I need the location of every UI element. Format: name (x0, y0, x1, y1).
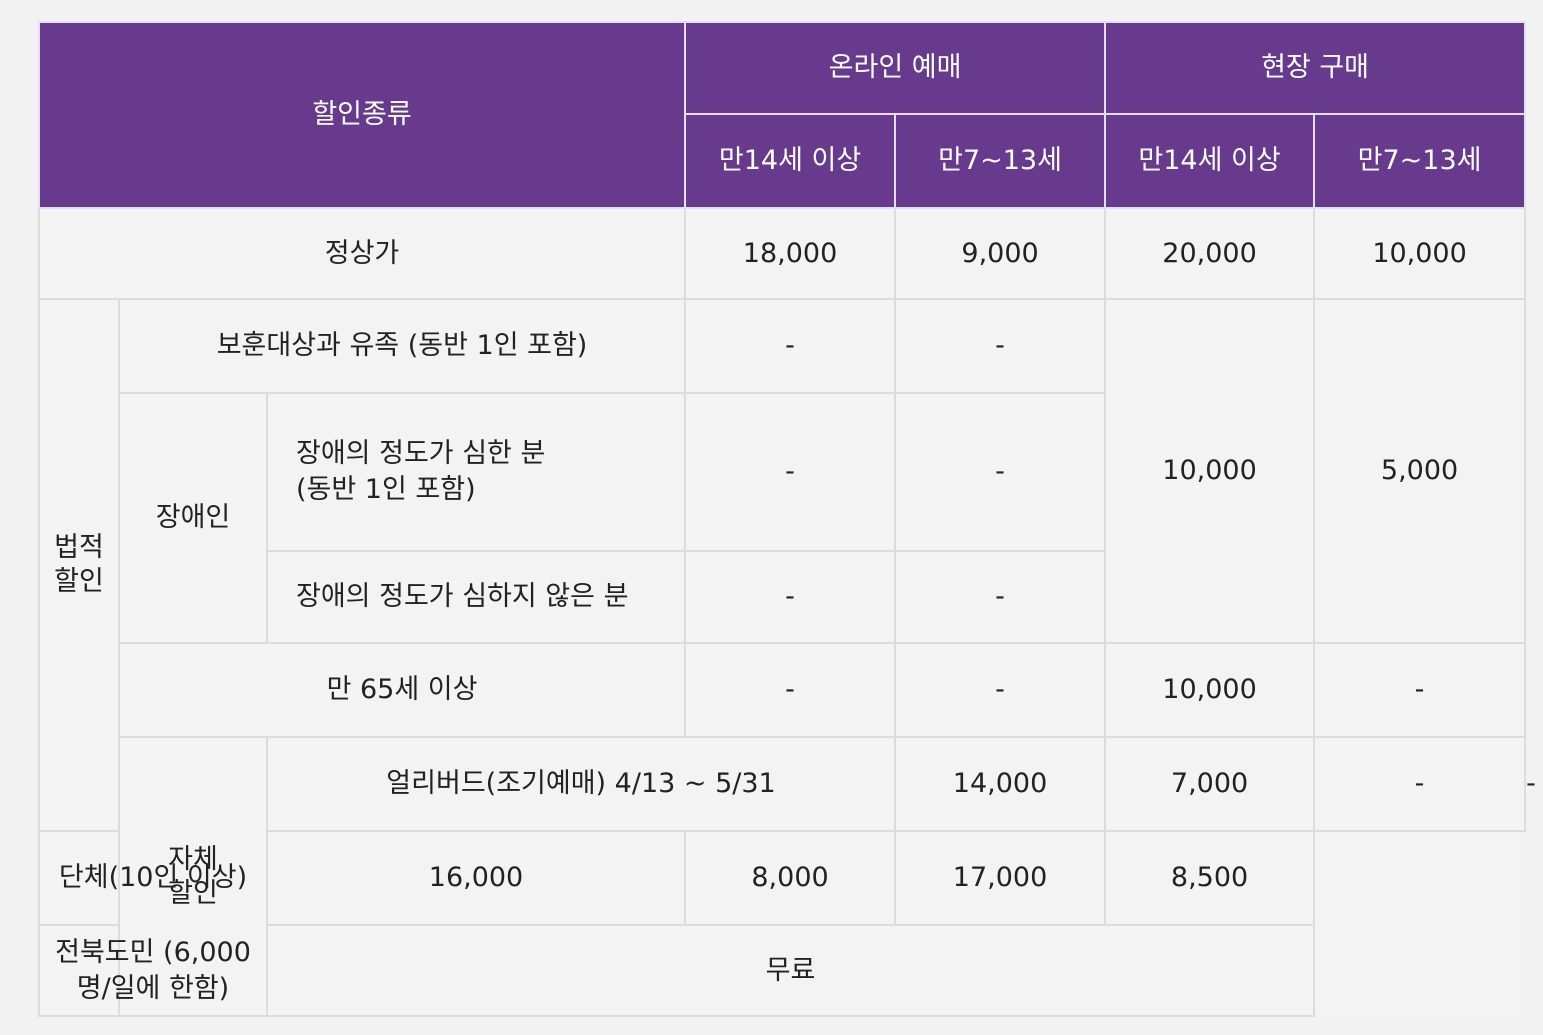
senior-label: 만 65세 이상 (117, 642, 687, 738)
severe-online-7: - (894, 392, 1107, 552)
mild-label: 장애의 정도가 심하지 않은 분 (265, 550, 687, 644)
legal-group-line1: 법적 (54, 532, 104, 563)
legal-group-line2: 할인 (54, 566, 104, 597)
veterans-label: 보훈대상과 유족 (동반 1인 포함) (117, 298, 687, 394)
severe-online-14: - (684, 392, 897, 552)
severe-label: 장애의 정도가 심한 분 (동반 1인 포함) (265, 392, 687, 552)
veterans-online-7: - (894, 298, 1107, 394)
header-online: 온라인 예매 (684, 21, 1107, 115)
regular-label: 정상가 (37, 207, 687, 300)
disabled-group-label: 장애인 (118, 392, 268, 644)
table-row-severe: 장애인 장애의 정도가 심한 분 (동반 1인 포함) - - (39, 392, 1525, 644)
table-row-regular: 정상가 18,000 9,000 20,000 10,000 (37, 207, 1527, 300)
header-row-1: 할인종류 온라인 예매 현장 구매 (37, 21, 1527, 209)
group-label: 단체(10인 이상) (38, 830, 268, 926)
early-bird-onsite-14: - (1313, 736, 1527, 832)
table-row-senior: 만 65세 이상 - - 10,000 - (39, 642, 1527, 738)
early-bird-label: 얼리버드(조기예매) 4/13 ~ 5/31 (265, 736, 897, 832)
group-online-14: 16,000 (265, 830, 687, 926)
table-row-mild: 장애의 정도가 심하지 않은 분 - - (39, 550, 1525, 644)
mild-online-7: - (894, 550, 1107, 644)
regular-online-14: 18,000 (684, 207, 897, 300)
header-discount-type: 할인종류 (37, 21, 687, 209)
regular-onsite-14: 20,000 (1104, 207, 1316, 300)
legal-onsite-14: 10,000 (1104, 298, 1316, 644)
header-onsite-age-14: 만14세 이상 (1104, 113, 1316, 209)
group-onsite-14: 17,000 (894, 830, 1107, 926)
legal-onsite-7: 5,000 (1313, 298, 1527, 644)
header-online-age-14: 만14세 이상 (684, 113, 897, 209)
table-row-veterans: 법적 할인 보훈대상과 유족 (동반 1인 포함) - - 10,000 5,0… (38, 298, 1527, 832)
header-onsite-age-7: 만7~13세 (1313, 113, 1527, 209)
jeonbuk-label: 전북도민 (6,000명/일에 한함) (38, 924, 268, 1017)
table-row-group: 단체(10인 이상) 16,000 8,000 17,000 8,500 (38, 830, 1525, 926)
header-onsite: 현장 구매 (1104, 21, 1527, 115)
table-row-jeonbuk: 전북도민 (6,000명/일에 한함) 무료 (38, 924, 1525, 1017)
severe-label-line2: (동반 1인 포함) (296, 474, 476, 505)
table-row-early-bird: 자체 할인 얼리버드(조기예매) 4/13 ~ 5/31 14,000 7,00… (39, 736, 1536, 1017)
veterans-online-14: - (684, 298, 897, 394)
senior-onsite-7: - (1313, 642, 1527, 738)
group-online-7: 8,000 (684, 830, 897, 926)
group-onsite-7: 8,500 (1104, 830, 1316, 926)
early-bird-online-7: 7,000 (1104, 736, 1316, 832)
senior-online-14: - (684, 642, 897, 738)
early-bird-online-14: 14,000 (894, 736, 1107, 832)
header-online-age-7: 만7~13세 (894, 113, 1107, 209)
jeonbuk-value: 무료 (265, 924, 1316, 1017)
table-body: 정상가 18,000 9,000 20,000 10,000 법적 할인 보훈대… (37, 207, 1536, 1017)
price-table: 할인종류 온라인 예매 현장 구매 만14세 이상 만7~13세 만14세 이상… (37, 21, 1536, 1017)
price-table-container: 할인종류 온라인 예매 현장 구매 만14세 이상 만7~13세 만14세 이상… (37, 21, 1536, 1017)
legal-discount-group: 법적 할인 (38, 298, 120, 832)
mild-online-14: - (684, 550, 897, 644)
regular-onsite-7: 10,000 (1313, 207, 1527, 300)
senior-onsite-14: 10,000 (1104, 642, 1316, 738)
header-row-2: 만14세 이상 만7~13세 만14세 이상 만7~13세 (39, 113, 1527, 209)
table-header: 할인종류 온라인 예매 현장 구매 만14세 이상 만7~13세 만14세 이상… (37, 21, 1527, 209)
severe-label-line1: 장애의 정도가 심한 분 (296, 438, 546, 469)
senior-online-7: - (894, 642, 1107, 738)
regular-online-7: 9,000 (894, 207, 1107, 300)
